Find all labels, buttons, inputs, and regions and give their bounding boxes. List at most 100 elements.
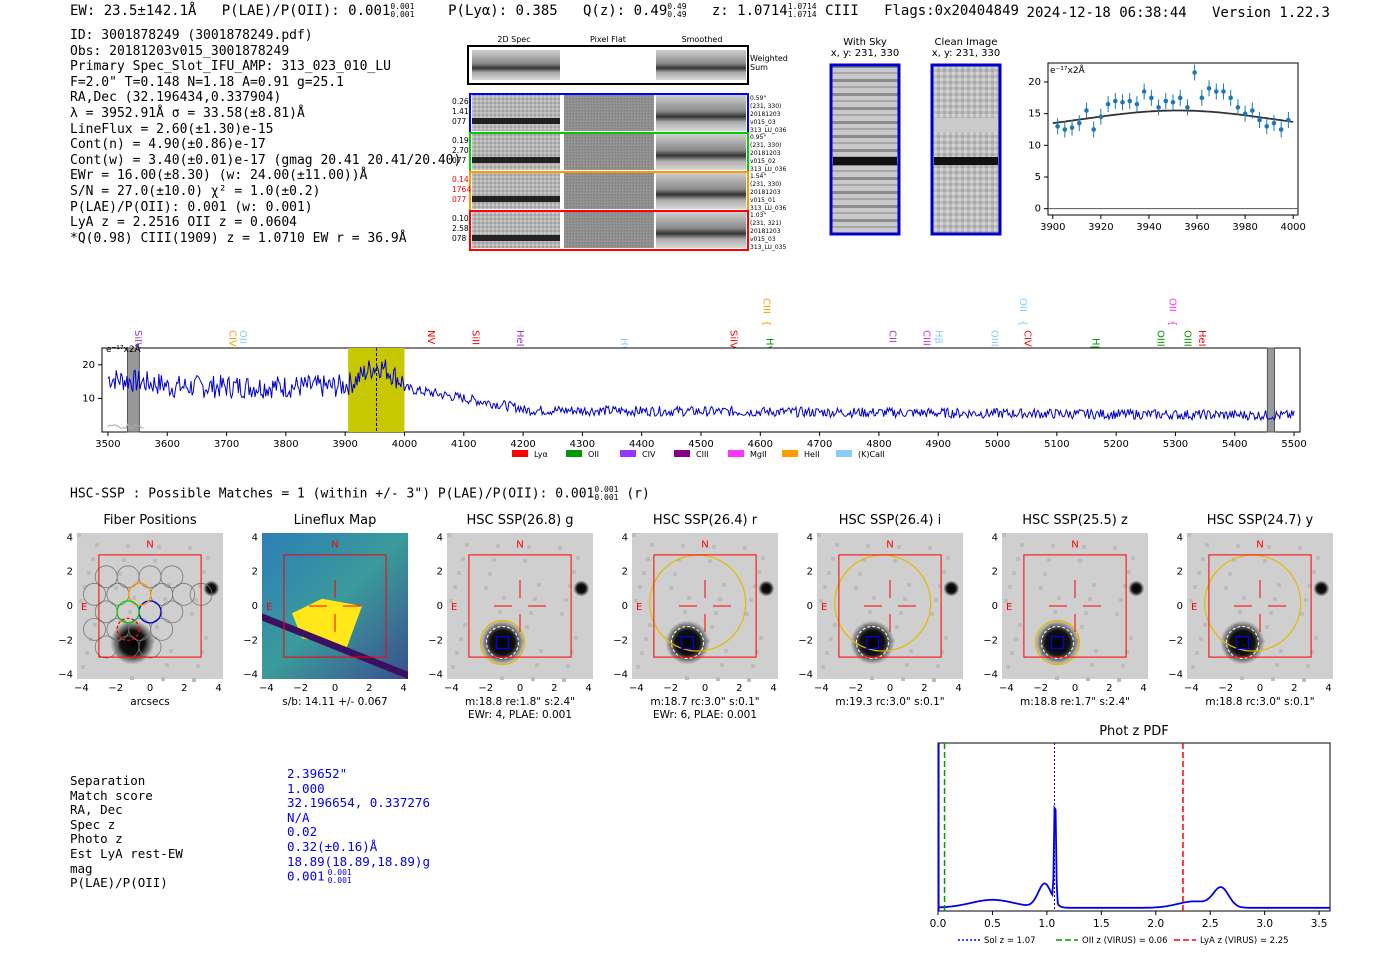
cutout-right-info: 313_LU_036: [750, 205, 787, 212]
svg-text:OII: OII: [1017, 298, 1028, 312]
svg-text:OII: OII: [1167, 298, 1178, 312]
cutout-2d-image: [472, 173, 560, 209]
hsc-aperture: [1034, 619, 1081, 666]
hsc-search-box: [468, 554, 572, 658]
hsc-x-tick-label: 2: [181, 683, 187, 694]
zoom-x-tick-label: 3960: [1184, 222, 1209, 233]
compass-north: N: [701, 540, 708, 551]
weighted-sum-label: Weighted Sum: [750, 54, 788, 72]
with-sky-title: With Sky: [843, 37, 887, 48]
cutout-right-info: (231, 330): [750, 103, 781, 110]
compass-east: E: [1191, 602, 1197, 613]
hsc-y-tick-label: −2: [1169, 635, 1183, 646]
info-line: *Q(0.98) CIII(1909) z = 1.0710 EW r = 36…: [70, 230, 407, 246]
hsc-summary-hi: 0.001: [594, 485, 619, 494]
hsc-x-tick-label: 4: [400, 683, 406, 694]
cutout-left-stat: 077: [452, 117, 467, 126]
hsc-x-tick-label: 0: [1072, 683, 1078, 694]
cutout-right-info: 1.54": [750, 173, 766, 180]
cutout-right-info: 20181203: [750, 111, 781, 118]
hsc-y-tick-label: −4: [59, 670, 73, 681]
with-sky-xy: x, y: 231, 330: [830, 48, 900, 59]
hsc-caption-2: EWr: 4, PLAE: 0.001: [467, 709, 573, 721]
hsc-caption: s/b: 14.11 +/- 0.067: [282, 696, 388, 708]
hsc-caption: m:18.7 rc:3.0" s:0.1": [650, 696, 760, 708]
hsc-x-tick-label: −4: [259, 683, 274, 694]
zoom-point: [1235, 105, 1241, 110]
hsc-y-tick-label: 4: [252, 533, 258, 543]
sky-images: [829, 63, 1002, 236]
compass-north: N: [516, 540, 523, 551]
hsc-x-tick-label: 4: [215, 683, 221, 694]
match-value: 0.32(±0.16)Å: [287, 839, 430, 855]
cutout-right-info: 20181203: [750, 150, 781, 157]
zoom-point: [1069, 125, 1075, 130]
hsc-y-tick-label: −4: [614, 670, 628, 681]
hsc-search-box: [838, 554, 942, 658]
clean-image: [930, 63, 1002, 236]
spectrum-x-tick-label: 3900: [332, 439, 357, 450]
cutout-right-info: 20181203: [750, 189, 781, 196]
spectrum-mask: [127, 347, 140, 433]
cutout-left-stat: 077: [452, 156, 467, 165]
match-value-text: N/A: [287, 809, 310, 825]
hsc-y-tick-label: 2: [437, 567, 443, 578]
zoom-x-tick-label: 3940: [1136, 222, 1161, 233]
photz-x-tick-label: 1.5: [1093, 918, 1110, 930]
svg-text:LyA z (VIRUS) = 2.25: LyA z (VIRUS) = 2.25: [1200, 936, 1289, 946]
hsc-x-tick-label: 0: [517, 683, 523, 694]
svg-text:OIII: OIII: [1181, 330, 1192, 347]
match-value-text: 32.196654, 0.337276: [287, 795, 430, 811]
photz-x-tick-label: 0.0: [930, 918, 947, 930]
cutout-2d-image: [472, 212, 560, 248]
col-header-pixel-flat: Pixel Flat: [590, 35, 626, 44]
hsc-panel-title: HSC SSP(26.8) g: [466, 513, 574, 528]
hsc-x-tick-label: 2: [921, 683, 927, 694]
svg-text:CIV: CIV: [642, 450, 656, 459]
zoom-point: [1120, 99, 1125, 105]
hsc-x-tick-label: 4: [770, 683, 776, 694]
cutout-right-info: (231, 330): [750, 142, 781, 149]
hsc-summary-tail: (r): [626, 486, 650, 502]
zoom-point: [1156, 105, 1161, 110]
match-value-text: 1.000: [287, 780, 325, 796]
cutout-flat-image: [564, 173, 654, 209]
zoom-point: [1206, 86, 1212, 91]
hsc-y-tick-label: 0: [807, 601, 813, 612]
hsc-y-tick-label: −4: [429, 670, 443, 681]
photz-x-tick-label: 1.0: [1039, 918, 1056, 930]
photz-x-tick-label: 3.5: [1311, 918, 1328, 930]
zoom-point: [1113, 98, 1118, 104]
hsc-y-tick-label: 0: [67, 601, 73, 612]
header-ew: EW: 23.5±142.1Å: [70, 3, 197, 19]
zoom-point: [1264, 124, 1270, 129]
hsc-x-tick-label: 4: [955, 683, 961, 694]
info-block: ID: 3001878249 (3001878249.pdf) Obs: 2018…: [70, 28, 461, 246]
cutout-smoothed-image: [656, 212, 746, 248]
cutout-left-stat: 0.10: [452, 214, 469, 223]
match-label: Photo z: [70, 831, 123, 847]
hsc-x-tick-label: 0: [332, 683, 338, 694]
zoom-point: [1286, 117, 1291, 123]
cutout-right-info: v015_01: [750, 197, 776, 204]
zoom-point: [1127, 98, 1133, 104]
hsc-x-tick-label: 4: [1140, 683, 1146, 694]
info-line: Cont(w) = 3.40(±0.01)e-17 (gmag 20.41 20…: [70, 152, 462, 168]
hsc-summary-lo: 0.001: [594, 493, 619, 502]
svg-text:CIV: CIV: [227, 330, 238, 347]
spectrum-legend-item: HeII: [782, 450, 820, 459]
svg-text:CII: CII: [887, 330, 898, 343]
svg-text:CIII: CIII: [760, 298, 771, 314]
spectral-line-label: OII {: [1017, 298, 1028, 326]
hsc-caption: m:18.8 rc:3.0" s:0.1": [1205, 696, 1315, 708]
zoom-point: [1221, 89, 1226, 94]
compass-north: N: [886, 540, 893, 551]
zoom-point: [1228, 95, 1233, 101]
photz-title: Phot z PDF: [1099, 724, 1169, 739]
match-label: mag: [70, 860, 93, 876]
hsc-y-tick-label: 0: [252, 601, 258, 612]
cutout-flat-image: [564, 95, 654, 131]
zoom-point: [1213, 89, 1219, 94]
cutouts-2d: 2D Spec Pixel Flat Smoothed Weighted Sum …: [452, 34, 788, 256]
cutout-flat-image: [564, 134, 654, 170]
